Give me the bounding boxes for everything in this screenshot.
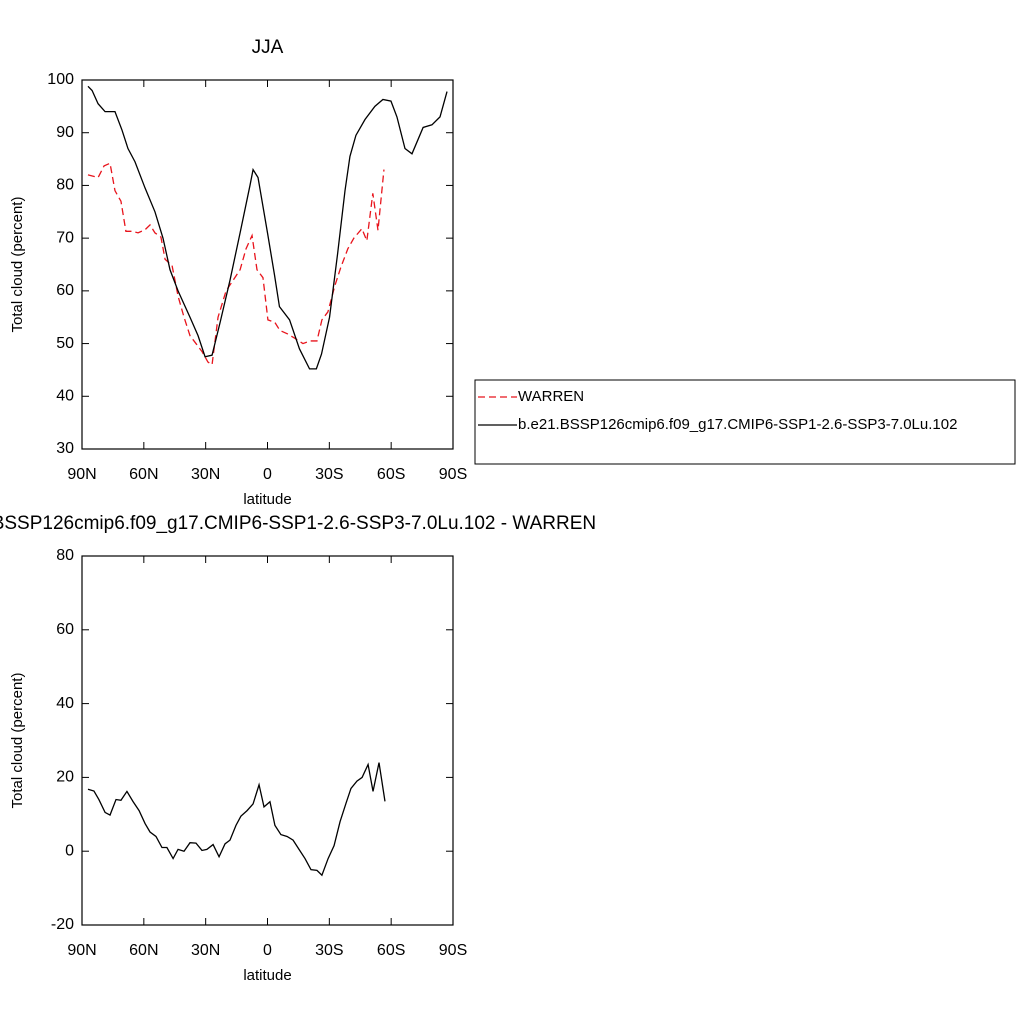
x-tick-label: 0 — [263, 942, 272, 959]
y-tick-label: 60 — [56, 621, 74, 638]
y-tick-label: 90 — [56, 124, 74, 141]
x-tick-label: 30N — [191, 942, 220, 959]
x-axis-label: latitude — [243, 491, 291, 508]
y-tick-label: 100 — [47, 71, 74, 88]
x-tick-label: 0 — [263, 466, 272, 483]
y-tick-label: 30 — [56, 440, 74, 457]
plot-frame — [81, 555, 454, 926]
legend: WARREN b.e21.BSSP126cmip6.f09_g17.CMIP6-S… — [474, 379, 1016, 465]
x-tick-label: 90N — [67, 942, 96, 959]
x-tick-label: 90N — [67, 466, 96, 483]
y-tick-label: 60 — [56, 282, 74, 299]
y-tick-label: 40 — [56, 388, 74, 405]
legend-label: WARREN — [518, 388, 584, 405]
chart-title: JJA — [252, 37, 284, 58]
x-tick-label: 60N — [129, 942, 158, 959]
y-axis-label: Total cloud (percent) — [9, 197, 26, 333]
x-tick-label: 30S — [315, 466, 343, 483]
x-tick-label: 90S — [439, 942, 467, 959]
x-axis-label: latitude — [243, 967, 291, 984]
y-tick-label: 20 — [56, 769, 74, 786]
y-tick-label: 0 — [65, 842, 74, 859]
y-tick-label: -20 — [51, 916, 74, 933]
y-tick-label: 80 — [56, 547, 74, 564]
chart-title: b.e21.BSSP126cmip6.f09_g17.CMIP6-SSP1-2.… — [0, 513, 596, 534]
x-tick-label: 90S — [439, 466, 467, 483]
x-tick-label: 60S — [377, 466, 405, 483]
data-line — [87, 762, 386, 877]
data-line — [87, 162, 385, 366]
data-line — [87, 85, 448, 370]
y-tick-label: 40 — [56, 695, 74, 712]
plot-frame — [81, 79, 454, 450]
y-tick-label: 80 — [56, 177, 74, 194]
y-tick-label: 50 — [56, 335, 74, 352]
x-tick-label: 30N — [191, 466, 220, 483]
y-axis-label: Total cloud (percent) — [9, 673, 26, 809]
x-tick-label: 60N — [129, 466, 158, 483]
y-tick-label: 70 — [56, 229, 74, 246]
legend-label: b.e21.BSSP126cmip6.f09_g17.CMIP6-SSP1-2.… — [518, 416, 957, 433]
x-tick-label: 60S — [377, 942, 405, 959]
x-tick-label: 30S — [315, 942, 343, 959]
legend-box — [474, 379, 1016, 465]
